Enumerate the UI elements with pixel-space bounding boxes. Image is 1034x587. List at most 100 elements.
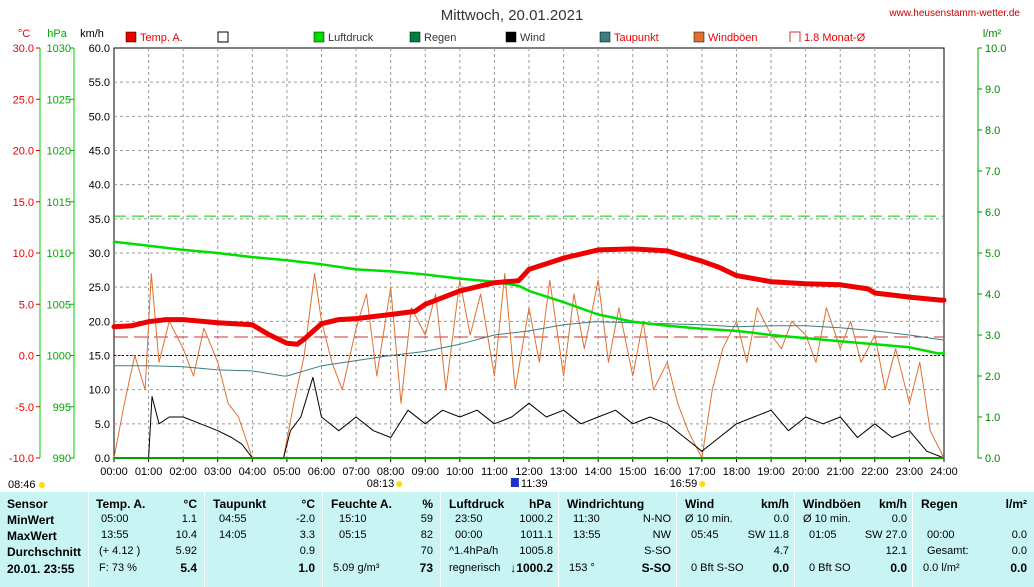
x-tick-label: 15:00: [619, 466, 647, 478]
x-tick-label: 13:00: [550, 466, 578, 478]
wind-min-label: Ø 10 min.: [685, 513, 733, 525]
wind-current: 0.0: [772, 561, 789, 575]
site-url[interactable]: www.heusenstamm-wetter.de: [888, 8, 1020, 19]
temp-header: Temp. A.: [96, 497, 146, 511]
direction-max-time: 13:55: [573, 529, 601, 541]
row-label-min: MinWert: [7, 513, 55, 527]
x-tick-label: 17:00: [688, 466, 716, 478]
rain-total: 0.0: [1011, 545, 1027, 557]
dew-min: -2.0: [296, 513, 315, 525]
direction-avg: S-SO: [644, 545, 671, 557]
temp-tick-label: 25.0: [13, 94, 34, 106]
dew-current: 1.0: [298, 561, 315, 575]
gust-column: Windböen km/h Ø 10 min. 0.0 01:05 SW 27.…: [794, 492, 913, 587]
wind-tick-label: 15.0: [89, 351, 110, 363]
temp-tick-label: 10.0: [13, 248, 34, 260]
pressure-max-time: 00:00: [455, 529, 483, 541]
rain-tick-label: 4.0: [985, 289, 1000, 301]
wind-tick-label: 60.0: [89, 43, 110, 55]
x-tick-label: 01:00: [135, 466, 163, 478]
legend-swatch: [789, 31, 801, 42]
pressure-header: Luftdruck: [449, 497, 505, 511]
temp-avg-note: (+ 4.12 ): [99, 545, 141, 557]
x-tick-label: 00:00: [100, 466, 128, 478]
temp-tick-label: -10.0: [9, 453, 34, 465]
legend-label: Regen: [424, 32, 456, 44]
humidity-current: 73: [419, 561, 433, 575]
legend-swatch: [313, 31, 325, 43]
pressure-cur-note: regnerisch: [449, 562, 501, 574]
direction-min: N-NO: [642, 513, 671, 525]
direction-max: NW: [652, 529, 671, 541]
wind-line: [113, 376, 945, 459]
sun-marker: [699, 481, 706, 487]
dew-max-time: 14:05: [219, 529, 247, 541]
press-tick-label: 1020: [47, 146, 71, 158]
wind-tick-label: 20.0: [89, 316, 110, 328]
humidity-avg: 70: [420, 545, 433, 557]
marker-label: 08:13: [367, 478, 395, 490]
marker-label: 16:59: [670, 478, 698, 490]
x-tick-label: 11:00: [481, 466, 508, 478]
x-tick-label: 03:00: [204, 466, 232, 478]
marker-label: 08:46: [8, 479, 36, 491]
press-tick-label: 1000: [47, 351, 71, 363]
x-tick-label: 19:00: [757, 466, 785, 478]
rain-tick-label: 10.0: [985, 43, 1006, 55]
x-tick-label: 12:00: [515, 466, 543, 478]
pressure-unit: hPa: [528, 497, 551, 511]
rain-tick-label: 5.0: [985, 248, 1000, 260]
dew-min-time: 04:55: [219, 513, 247, 525]
legend-swatch: [217, 31, 229, 43]
x-tick-label: 18:00: [723, 466, 751, 478]
humidity-cur-note: 5.09 g/m³: [333, 562, 380, 574]
chart-legend: Temp. A. Luftdruck Regen Wind Taupunkt Windbö…: [125, 31, 866, 44]
x-tick-label: 16:00: [654, 466, 682, 478]
gust-unit: km/h: [878, 497, 907, 511]
pressure-max: 1011.1: [520, 529, 553, 541]
legend-swatch: [599, 31, 611, 43]
direction-column: Windrichtung 11:30 N-NO 13:55 NW S-SO 15…: [558, 492, 677, 587]
x-tick-label: 14:00: [584, 466, 612, 478]
gust-current: 0.0: [890, 561, 907, 575]
temp-tick-label: 5.0: [19, 299, 34, 311]
wind-min: 0.0: [773, 513, 789, 525]
pressure-min-time: 23:50: [455, 513, 483, 525]
wind-max: SW 11.8: [747, 529, 789, 541]
dew-unit: °C: [301, 497, 315, 511]
temp-min-time: 05:00: [101, 513, 129, 525]
temp-tick-label: -5.0: [15, 402, 34, 414]
wind-tick-label: 25.0: [89, 282, 110, 294]
row-label-sensor: Sensor: [7, 497, 48, 511]
wind-unit: km/h: [760, 497, 789, 511]
direction-current: S-SO: [641, 561, 671, 575]
x-tick-label: 22:00: [861, 466, 889, 478]
humidity-min: 59: [420, 513, 433, 525]
x-tick-label: 23:00: [896, 466, 924, 478]
temp-cur-note: F: 73 %: [99, 562, 137, 574]
x-tick-label: 05:00: [273, 466, 301, 478]
temp-tick-label: 30.0: [13, 43, 34, 55]
dewpoint-line: [113, 321, 945, 377]
x-tick-label: 09:00: [411, 466, 439, 478]
legend-label: Taupunkt: [614, 32, 659, 44]
pressure-min: 1000.2: [519, 513, 553, 525]
press-tick-label: 1005: [47, 299, 71, 311]
legend-swatch: [693, 31, 705, 43]
press-tick-label: 1030: [47, 43, 71, 55]
wind-cur-note: 0 Bft S-SO: [691, 562, 744, 574]
weather-chart: Mittwoch, 20.01.2021 www.heusenstamm-wet…: [8, 7, 1021, 491]
temp-tick-label: 0.0: [19, 351, 34, 363]
press-tick-label: 1025: [47, 94, 71, 106]
wind-max-time: 05:45: [691, 529, 719, 541]
pressure-column: Luftdruck hPa 23:50 1000.2 00:00 1011.1 …: [440, 492, 559, 587]
x-tick-label: 10:00: [446, 466, 474, 478]
rain-total-label: Gesamt:: [927, 545, 969, 557]
pressure-avg-note: ^1.4hPa/h: [449, 545, 499, 557]
sun-marker: [39, 482, 45, 488]
temp-max: 10.4: [175, 529, 197, 541]
humidity-unit: %: [422, 497, 433, 511]
legend-label: Wind: [520, 32, 545, 44]
wind-axis-label: km/h: [80, 28, 104, 40]
x-tick-label: 21:00: [826, 466, 854, 478]
